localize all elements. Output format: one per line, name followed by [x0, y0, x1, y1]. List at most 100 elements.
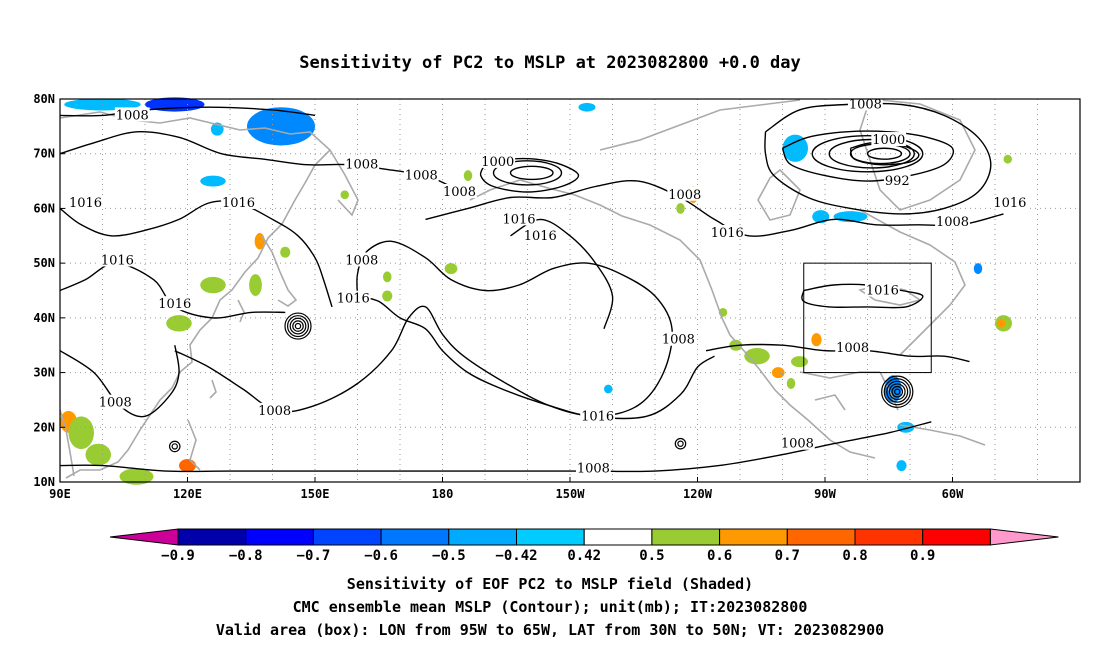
low-center-ring — [888, 383, 906, 401]
contour-label-bg — [221, 194, 256, 209]
colorbar-label: 0.7 — [775, 548, 800, 564]
colorbar-label: 0.5 — [639, 548, 664, 564]
contour-label-bg — [883, 173, 911, 188]
low-center-ring — [168, 440, 181, 453]
contour-label-bg — [68, 194, 103, 209]
lon-tick-label: 150W — [556, 487, 586, 501]
contour-label: 1016 — [711, 226, 744, 241]
shaded-region — [247, 107, 315, 146]
contour-label-bg — [257, 402, 293, 417]
coastline-taiwan — [209, 379, 217, 399]
caption-line-1: Sensitivity of EOF PC2 to MSLP field (Sh… — [347, 575, 753, 593]
colorbar-cell — [651, 528, 721, 546]
isobar-1016 — [356, 240, 673, 418]
contour-label: 1008 — [936, 215, 969, 230]
isobar-1008 — [59, 345, 180, 418]
colorbar-label: 0.42 — [567, 548, 601, 564]
isobar-1016 — [801, 283, 924, 309]
contour-label: 1008 — [258, 404, 291, 419]
contour-label-bg — [522, 227, 558, 242]
contour-label: 1016 — [524, 229, 557, 244]
contour-label: 1008 — [345, 253, 378, 268]
isobar-ring — [866, 147, 903, 160]
low-center-ring — [292, 320, 304, 332]
coastline-korea — [237, 299, 245, 323]
caption-line-3: Valid area (box): LON from 95W to 65W, L… — [216, 621, 884, 639]
shaded-region — [85, 443, 111, 466]
colorbar-cell — [922, 528, 991, 546]
lat-tick-label: 40N — [33, 311, 55, 325]
valid-area-box — [803, 262, 932, 374]
lat-tick-label: 10N — [33, 475, 55, 489]
contour-label-bg — [99, 252, 135, 267]
isobar-1008 — [425, 179, 1004, 237]
low-center-ring — [891, 385, 904, 398]
lat-tick-label: 80N — [33, 92, 55, 106]
contour-label: 1008 — [99, 396, 132, 411]
shaded-region — [280, 246, 291, 258]
colorbar-cell — [312, 528, 382, 546]
contour-label-bg — [97, 394, 133, 409]
contour-label: 1008 — [668, 188, 701, 203]
colorbar: −0.9 −0.8 −0.7 −0.6 −0.5 −0.42 0.42 0.5 0.6 0.7 0.… — [109, 528, 1059, 564]
contour-label: 1008 — [836, 341, 869, 356]
lat-tick-label: 50N — [33, 256, 55, 270]
contour-label: 1016 — [993, 196, 1026, 211]
contour-label-bg — [403, 167, 439, 182]
mslp-contours — [59, 102, 1004, 473]
shaded-region — [791, 356, 808, 368]
coastline-asia — [59, 111, 332, 479]
coastline-india — [59, 409, 75, 477]
shaded-region — [249, 274, 262, 296]
contour-label-bg — [114, 107, 150, 122]
colorbar-label: 0.6 — [707, 548, 732, 564]
lat-tick-label: 70N — [33, 147, 55, 161]
colorbar-label: −0.7 — [297, 548, 331, 564]
contour-label: 1008 — [849, 97, 882, 112]
low-center-ring — [677, 440, 684, 447]
colorbar-label: −0.8 — [229, 548, 263, 564]
contour-label: 1008 — [662, 333, 695, 348]
colorbar-cell — [854, 528, 924, 546]
contour-labels: 1008 1008 1008 1000 1008 1008 1008 1000 992 1008 1… — [68, 96, 1028, 476]
latitude-tick-labels: 80N 70N 60N 50N 40N 30N 20N 10N — [33, 92, 65, 489]
contour-label-bg — [660, 331, 696, 346]
contour-label: 1008 — [577, 461, 610, 476]
colorbar-cell — [177, 528, 247, 546]
contour-label: 1016 — [337, 292, 370, 307]
colorbar-cell — [245, 528, 314, 546]
coastline-greenland — [859, 98, 976, 211]
contour-label-bg — [847, 96, 883, 111]
colorbar-arrow-high — [989, 528, 1059, 546]
contour-label: 1008 — [116, 108, 149, 123]
isobar-ring — [492, 160, 563, 186]
colorbar-cell — [448, 528, 517, 546]
contour-label: 1016 — [222, 196, 255, 211]
shaded-region — [771, 367, 785, 379]
low-center-ring — [881, 375, 914, 408]
colorbar-cell — [786, 528, 856, 546]
coastline-gulf — [799, 371, 880, 379]
low-center-ring — [289, 317, 307, 335]
coastline-hudson — [757, 168, 801, 221]
colorbar-label: −0.9 — [161, 548, 195, 564]
low-center-ring — [674, 437, 687, 450]
lon-tick-label: 120W — [683, 487, 713, 501]
contour-label: 1008 — [345, 158, 378, 173]
colorbar-label: 0.8 — [842, 548, 867, 564]
contour-label-bg — [344, 252, 380, 267]
low-center-ring — [284, 312, 312, 340]
coastline-labrador — [859, 209, 966, 356]
shaded-region — [68, 416, 94, 450]
shaded-region — [382, 290, 393, 302]
isobar-1008 — [59, 130, 452, 188]
longitude-tick-labels: 90E 120E 150E 180 150W 120W 90W 60W — [49, 477, 964, 501]
shaded-region — [179, 459, 196, 473]
lon-tick-label: 90E — [49, 487, 71, 501]
colorbar-cell — [516, 528, 585, 546]
caption-line-2: CMC ensemble mean MSLP (Contour); unit(m… — [293, 598, 808, 616]
low-center-ring — [894, 388, 901, 395]
colorbar-arrow-low — [109, 528, 179, 546]
contour-label-bg — [667, 186, 703, 201]
